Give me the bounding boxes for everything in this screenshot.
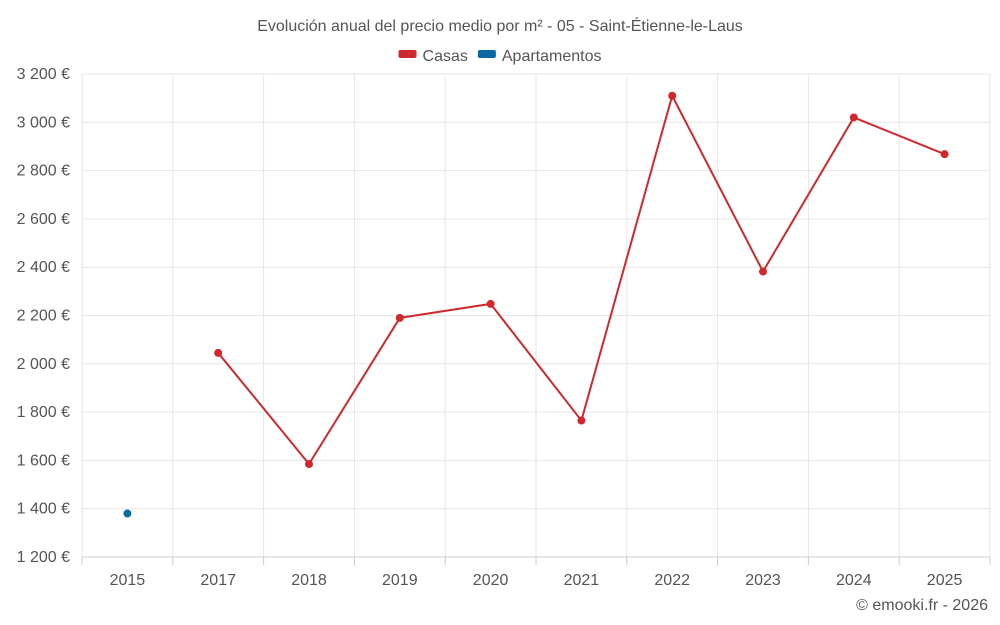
credit-text: © emooki.fr - 2026 [856, 597, 988, 614]
axes: 1 200 € 1 400 € 1 600 € 1 800 € 2 000 € 2 200… [17, 66, 991, 589]
x-tick-label: 2018 [291, 572, 327, 589]
legend-swatch-apartamentos[interactable] [477, 50, 496, 58]
x-tick-label: 2019 [382, 572, 418, 589]
y-tick-label: 1 800 € [17, 404, 70, 421]
x-tick-label: 2020 [473, 572, 509, 589]
y-tick-label: 1 200 € [17, 549, 70, 566]
y-tick-label: 1 400 € [17, 501, 70, 518]
y-tick-label: 2 200 € [17, 308, 70, 325]
y-tick-label: 3 000 € [17, 114, 70, 131]
y-tick-label: 2 000 € [17, 356, 70, 373]
data-point-casas-2023[interactable] [759, 267, 767, 276]
data-point-casas-2018[interactable] [305, 460, 313, 469]
x-tick-label: 2022 [654, 572, 690, 589]
data-point-apartamentos-2015[interactable] [123, 509, 132, 518]
x-tick-label: 2025 [927, 572, 963, 589]
chart-title: Evolución anual del precio medio por m² … [257, 16, 743, 35]
data-point-casas-2017[interactable] [214, 348, 223, 357]
data-point-casas-2022[interactable] [668, 91, 677, 100]
data-point-casas-2020[interactable] [486, 299, 495, 308]
x-tick-label: 2024 [836, 572, 872, 589]
y-tick-label: 1 600 € [17, 452, 70, 469]
y-tick-label: 2 800 € [17, 163, 70, 180]
series-line-casas [217, 94, 945, 466]
y-tick-label: 2 400 € [17, 259, 70, 276]
x-tick-label: 2021 [564, 572, 600, 589]
x-tick-label: 2015 [110, 572, 146, 589]
y-tick-label: 2 600 € [17, 211, 70, 228]
x-tick-label: 2017 [200, 572, 236, 589]
legend[interactable]: Casas Apartamentos [398, 48, 602, 65]
data-point-casas-2021[interactable] [577, 416, 586, 425]
x-tick-label: 2023 [745, 572, 781, 589]
data-point-casas-2019[interactable] [395, 313, 404, 322]
legend-swatch-casas[interactable] [398, 50, 417, 58]
legend-label-casas[interactable]: Casas [423, 48, 468, 65]
data-point-casas-2025[interactable] [940, 150, 949, 159]
series-layer [123, 91, 949, 518]
y-tick-label: 3 200 € [17, 66, 70, 83]
grid-lines [81, 73, 991, 558]
legend-label-apartamentos[interactable]: Apartamentos [502, 48, 602, 65]
data-point-casas-2024[interactable] [849, 113, 858, 122]
